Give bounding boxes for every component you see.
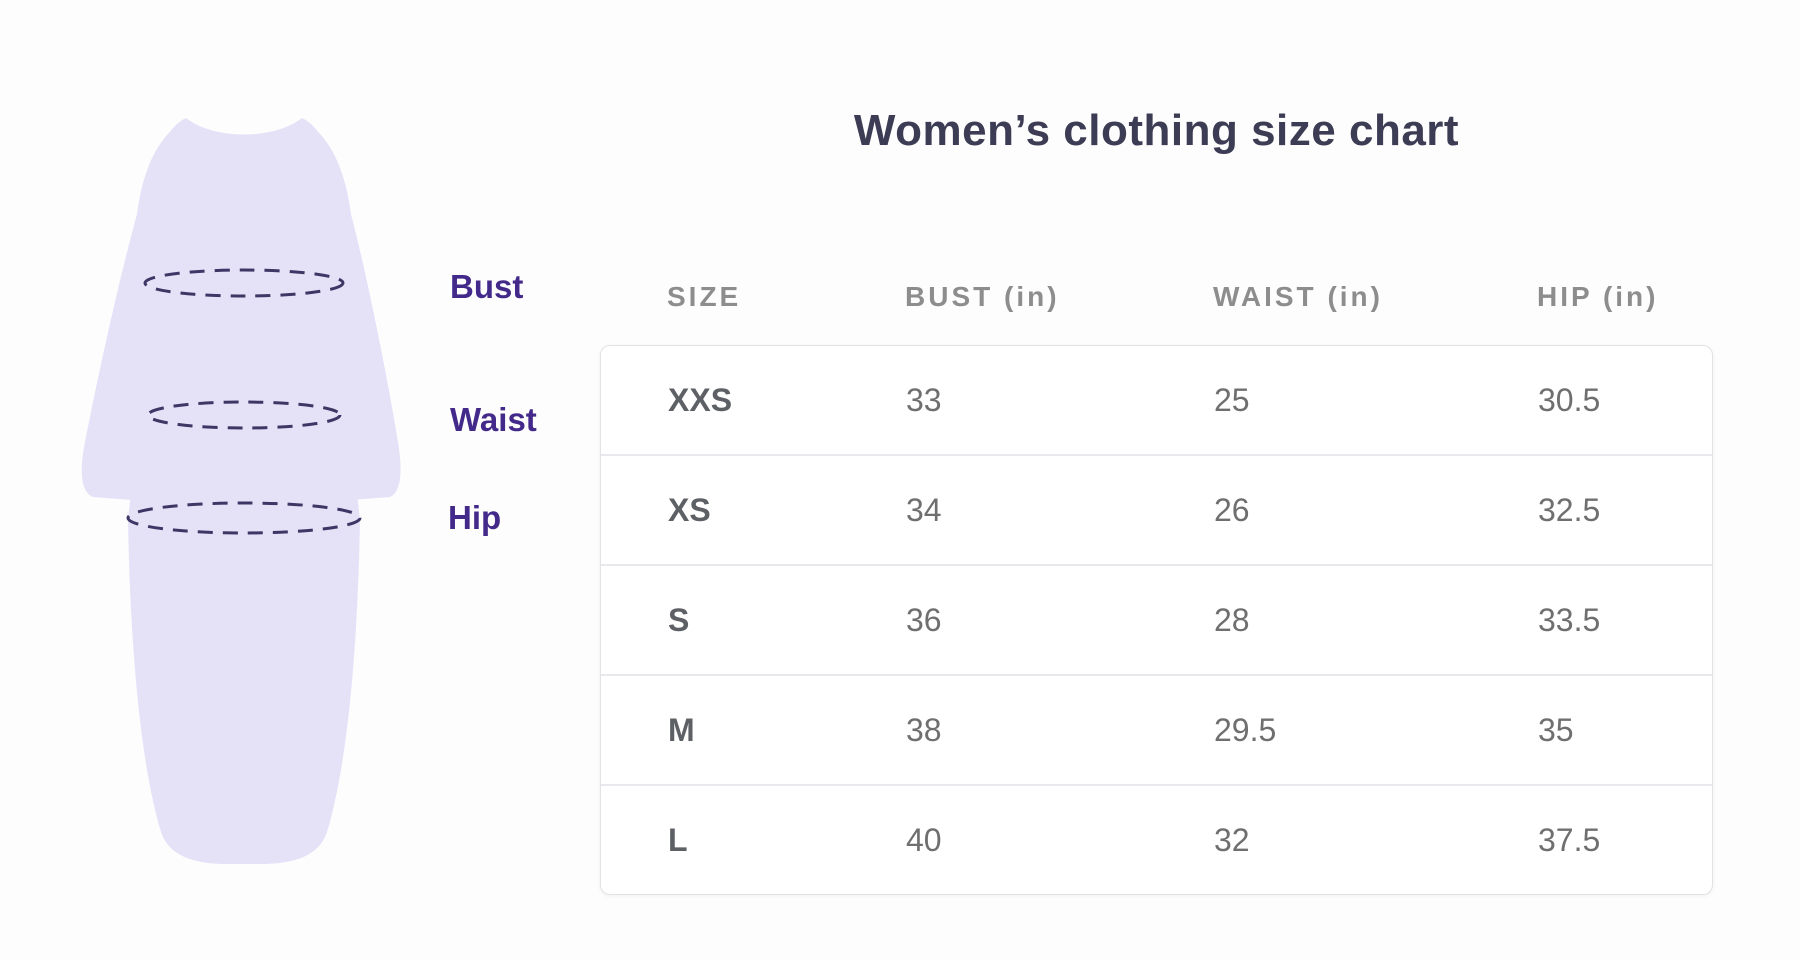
hip-cell: 32.5 — [1538, 491, 1601, 528]
page-title: Women’s clothing size chart — [853, 106, 1460, 155]
bust-label: Bust — [450, 268, 524, 305]
hip-measurement-ellipse-icon — [126, 501, 362, 535]
hip-cell: 30.5 — [1538, 381, 1601, 418]
size-cell: L — [668, 821, 688, 858]
size-cell: XXS — [668, 381, 733, 418]
waist-label: Waist — [450, 401, 537, 438]
waist-cell: 32 — [1214, 821, 1250, 858]
hip-cell: 33.5 — [1538, 601, 1601, 638]
bust-cell: 33 — [906, 381, 942, 418]
size-cell: M — [668, 711, 695, 748]
column-header-waist: WAIST (in) — [1213, 281, 1383, 312]
waist-measurement-ellipse-icon — [146, 400, 342, 430]
table-row: M 38 29.5 35 — [601, 676, 1712, 786]
bust-cell: 40 — [906, 821, 942, 858]
column-header-bust: BUST (in) — [905, 281, 1060, 312]
bust-cell: 34 — [906, 491, 942, 528]
bust-measurement-ellipse-icon — [143, 268, 345, 298]
waist-cell: 28 — [1214, 601, 1250, 638]
waist-cell: 25 — [1214, 381, 1250, 418]
size-cell: S — [668, 601, 690, 638]
bust-cell: 36 — [906, 601, 942, 638]
bust-cell: 38 — [906, 711, 942, 748]
dress-body-silhouette — [128, 118, 360, 864]
dress-figure-illustration — [81, 118, 401, 864]
waist-cell: 29.5 — [1214, 711, 1277, 748]
table-row: S 36 28 33.5 — [601, 566, 1712, 676]
size-cell: XS — [668, 491, 711, 528]
waist-cell: 26 — [1214, 491, 1250, 528]
hip-cell: 35 — [1538, 711, 1574, 748]
column-header-size: SIZE — [667, 281, 742, 312]
table-row: L 40 32 37.5 — [601, 786, 1712, 894]
table-row: XS 34 26 32.5 — [601, 456, 1712, 566]
column-header-hip: HIP (in) — [1537, 281, 1659, 312]
table-row: XXS 33 25 30.5 — [601, 346, 1712, 456]
size-chart-table: XXS 33 25 30.5 XS 34 26 32.5 S 36 28 33.… — [600, 345, 1713, 895]
hip-label: Hip — [448, 499, 502, 536]
hip-cell: 37.5 — [1538, 821, 1601, 858]
